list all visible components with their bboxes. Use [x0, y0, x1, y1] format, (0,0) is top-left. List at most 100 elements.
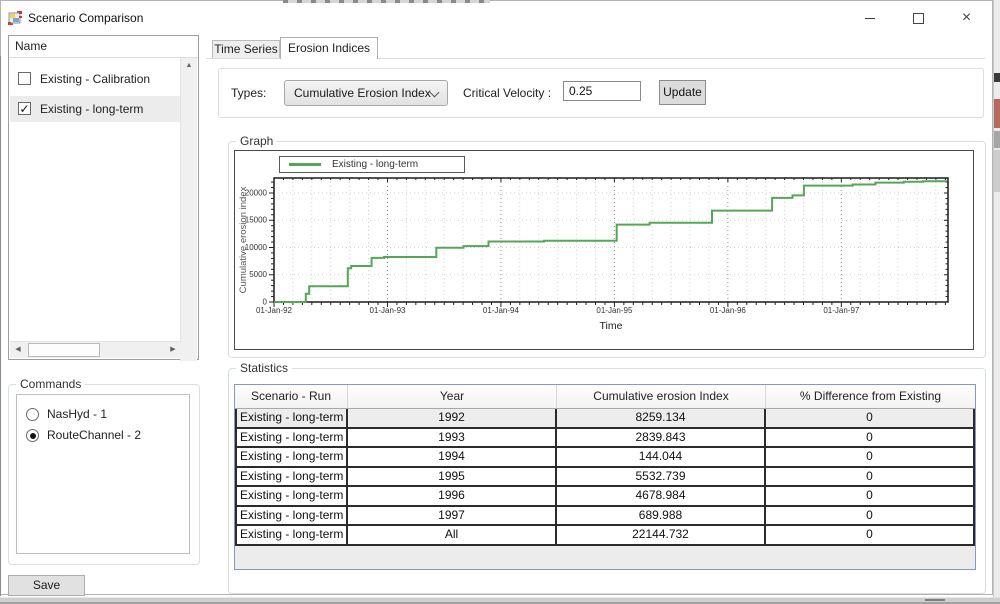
table-cell: 0 — [766, 409, 975, 427]
chart-plot-area: 01-Jan-9201-Jan-9301-Jan-9401-Jan-9501-J… — [235, 151, 973, 354]
sliver-fragment — [925, 599, 945, 601]
table-row[interactable]: Existing - long-term1994144.0440 — [237, 448, 975, 468]
table-cell: Existing - long-term — [237, 487, 348, 505]
scroll-left-button[interactable]: ◀ — [10, 342, 26, 358]
column-header[interactable]: Year — [348, 385, 557, 408]
commands-group: Commands NasHyd - 1RouteChannel - 2 — [8, 384, 200, 565]
close-icon: × — [962, 10, 971, 26]
scroll-up-icon: ▲ — [186, 62, 193, 69]
checkbox-unchecked[interactable] — [18, 72, 31, 85]
table-row[interactable]: Existing - long-term19955532.7390 — [237, 468, 975, 488]
column-header[interactable]: % Difference from Existing — [766, 385, 975, 408]
statistics-table-header: Scenario - RunYearCumulative erosion Ind… — [235, 385, 975, 409]
minimize-icon — [865, 18, 875, 19]
series-line-existing-long-term — [274, 181, 947, 302]
critical-velocity-input[interactable] — [563, 81, 641, 101]
x-tick-label: 01-Jan-95 — [596, 306, 633, 315]
chart-legend: Existing - long-term — [279, 156, 465, 173]
table-cell: 1996 — [348, 487, 557, 505]
column-header[interactable]: Cumulative erosion Index — [557, 385, 766, 408]
table-row[interactable]: Existing - long-term19964678.9840 — [237, 487, 975, 507]
background-window-sliver-top — [283, 0, 490, 3]
y-axis-title: Cumulative erosion index — [238, 186, 249, 293]
x-tick-label: 01-Jan-96 — [710, 306, 747, 315]
y-tick-label: 0 — [263, 298, 268, 307]
table-cell: 689.988 — [557, 507, 766, 525]
chart-svg: 01-Jan-9201-Jan-9301-Jan-9401-Jan-9501-J… — [235, 151, 973, 349]
table-cell: 1997 — [348, 507, 557, 525]
screenshot-root: { "window": { "title": "Scenario Compari… — [0, 0, 1000, 603]
name-column-header[interactable]: Name — [9, 36, 198, 58]
scroll-right-icon: ▶ — [170, 346, 175, 353]
y-tick-label: 5000 — [249, 270, 267, 279]
table-cell: 4678.984 — [557, 487, 766, 505]
table-row[interactable]: Existing - long-termAll22144.7320 — [237, 526, 975, 546]
minimize-button[interactable] — [846, 3, 894, 33]
table-cell: 5532.739 — [557, 468, 766, 486]
table-cell: 22144.732 — [557, 526, 766, 544]
table-row[interactable]: Existing - long-term19932839.8430 — [237, 429, 975, 449]
command-option-label: NasHyd - 1 — [47, 404, 107, 424]
x-tick-label: 01-Jan-97 — [823, 306, 860, 315]
sliver-fragment — [994, 131, 1000, 148]
table-cell: 2839.843 — [557, 429, 766, 447]
graph-group-label: Graph — [236, 133, 277, 149]
horizontal-scrollbar[interactable]: ◀ ▶ — [10, 341, 181, 358]
x-tick-label: 01-Jan-94 — [483, 306, 520, 315]
scenario-item-label: Existing - long-term — [40, 96, 143, 122]
legend-line-sample — [289, 163, 321, 166]
save-button[interactable]: Save — [8, 575, 85, 596]
scenario-list-panel: Name Existing - Calibration ✓ Existing - l… — [8, 35, 199, 360]
table-cell: 0 — [766, 507, 975, 525]
chart-control: Existing - long-term 01-Jan-9201-Jan-930… — [234, 150, 974, 350]
scroll-right-button[interactable]: ▶ — [165, 342, 181, 358]
table-cell: 0 — [766, 526, 975, 544]
vertical-scrollbar[interactable]: ▲ ▼ — [180, 58, 197, 361]
table-row[interactable]: Existing - long-term19928259.1340 — [237, 409, 975, 429]
scenario-item-label: Existing - Calibration — [40, 66, 150, 92]
legend-label: Existing - long-term — [332, 159, 418, 170]
types-dropdown[interactable]: Cumulative Erosion Index — [284, 80, 448, 106]
table-cell: 1995 — [348, 468, 557, 486]
update-button[interactable]: Update — [659, 80, 706, 105]
table-cell: 8259.134 — [557, 409, 766, 427]
table-cell: Existing - long-term — [237, 507, 348, 525]
statistics-table: Scenario - RunYearCumulative erosion Ind… — [234, 384, 976, 570]
scroll-up-button[interactable]: ▲ — [181, 58, 197, 74]
table-cell: 1992 — [348, 409, 557, 427]
horizontal-scrollbar-thumb[interactable] — [28, 343, 100, 357]
types-label: Types: — [231, 86, 266, 100]
types-dropdown-value: Cumulative Erosion Index — [294, 86, 431, 100]
background-window-sliver-left — [0, 56, 1, 596]
table-cell: 0 — [766, 448, 975, 466]
table-cell: Existing - long-term — [237, 429, 348, 447]
close-button[interactable]: × — [942, 3, 991, 33]
table-row[interactable]: Existing - long-term1997689.9880 — [237, 507, 975, 527]
scenario-list-item[interactable]: Existing - Calibration — [10, 66, 180, 92]
tab-time-series[interactable]: Time Series — [212, 40, 280, 58]
radio-selected[interactable] — [26, 429, 39, 442]
scenario-list-item[interactable]: ✓ Existing - long-term — [10, 96, 180, 122]
table-cell: 0 — [766, 487, 975, 505]
controls-panel: Types: Cumulative Erosion Index Critical… — [218, 68, 984, 118]
radio-unselected[interactable] — [26, 408, 39, 421]
commands-list: NasHyd - 1RouteChannel - 2 — [16, 394, 190, 554]
table-cell: Existing - long-term — [237, 468, 348, 486]
scroll-left-icon: ◀ — [15, 346, 20, 353]
window-title: Scenario Comparison — [28, 3, 143, 33]
sliver-fragment — [994, 73, 1000, 82]
table-cell: Existing - long-term — [237, 526, 348, 544]
app-icon — [7, 10, 23, 26]
tab-erosion-indices[interactable]: Erosion Indices — [280, 37, 378, 59]
maximize-button[interactable] — [894, 3, 942, 33]
table-cell: 144.044 — [557, 448, 766, 466]
sliver-fragment — [994, 99, 1000, 128]
table-cell: 1993 — [348, 429, 557, 447]
x-tick-label: 01-Jan-93 — [369, 306, 406, 315]
chevron-down-icon — [430, 88, 440, 98]
checkbox-checked[interactable]: ✓ — [18, 102, 31, 115]
x-axis-title: Time — [600, 320, 623, 332]
scenario-list: Existing - Calibration ✓ Existing - long-t… — [9, 58, 198, 341]
background-window-sliver-right — [993, 0, 1000, 603]
column-header[interactable]: Scenario - Run — [235, 385, 348, 408]
